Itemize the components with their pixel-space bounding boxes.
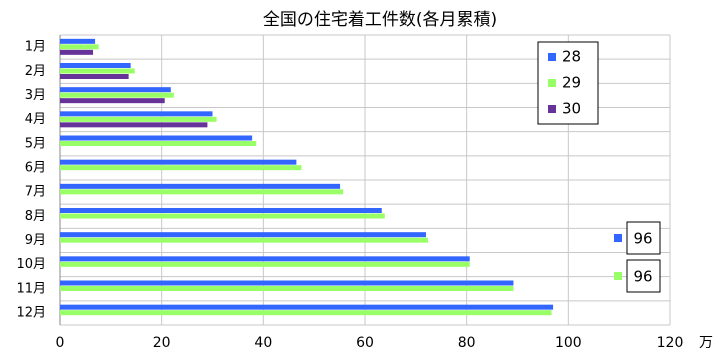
x-unit: 万 [699, 335, 713, 351]
bar [60, 304, 554, 310]
annotation-box [626, 259, 661, 293]
x-tick-label: 20 [153, 335, 171, 351]
bar [60, 92, 174, 98]
bar [60, 74, 129, 79]
bar [60, 135, 253, 141]
legend-label: 28 [562, 48, 581, 66]
bar [60, 232, 426, 238]
bar [60, 38, 96, 44]
bar [60, 165, 302, 171]
legend-label: 29 [562, 74, 581, 92]
y-tick-label: 11月 [16, 281, 46, 296]
bar [60, 208, 382, 213]
y-tick-label: 7月 [25, 185, 46, 200]
annotation-box [626, 221, 661, 255]
bar [60, 286, 514, 291]
bar [60, 213, 385, 219]
x-tick-label: 40 [254, 335, 272, 351]
bar [60, 122, 208, 128]
annotation: 96 [633, 230, 652, 248]
bar [60, 116, 217, 122]
bar [60, 183, 341, 189]
bar [60, 256, 470, 262]
bar [60, 68, 135, 74]
legend-swatch [548, 79, 556, 87]
bar [60, 159, 297, 165]
bar [60, 189, 344, 195]
y-tick-label: 3月 [25, 88, 46, 103]
bar [60, 237, 429, 243]
annotation: 96 [633, 268, 652, 286]
bar [60, 44, 99, 50]
legend-label: 30 [562, 100, 581, 118]
legend-swatch [548, 105, 556, 113]
x-tick-label: 60 [356, 335, 374, 351]
y-tick-label: 6月 [25, 160, 46, 175]
x-tick-label: 0 [56, 335, 65, 351]
bar [60, 261, 470, 267]
y-tick-label: 2月 [25, 64, 46, 79]
y-tick-label: 5月 [25, 136, 46, 151]
bar [60, 63, 131, 68]
bar [60, 49, 94, 55]
bar [60, 310, 552, 316]
legend-swatch [548, 53, 556, 61]
annotation-swatch [614, 272, 622, 280]
x-tick-label: 120 [657, 335, 684, 351]
y-tick-label: 10月 [16, 257, 46, 272]
bar [60, 111, 213, 117]
chart-title: 全国の住宅着工件数(各月累積) [263, 10, 497, 30]
y-tick-label: 1月 [25, 40, 46, 55]
bar [60, 141, 257, 146]
x-tick-label: 80 [458, 335, 476, 351]
bar [60, 87, 171, 93]
annotation-swatch [614, 234, 622, 242]
y-tick-label: 9月 [25, 233, 46, 248]
bar [60, 280, 514, 286]
y-tick-label: 12月 [16, 305, 46, 320]
y-tick-label: 8月 [25, 209, 46, 224]
y-tick-label: 4月 [25, 112, 46, 127]
x-tick-label: 100 [555, 335, 582, 351]
bar [60, 98, 165, 104]
